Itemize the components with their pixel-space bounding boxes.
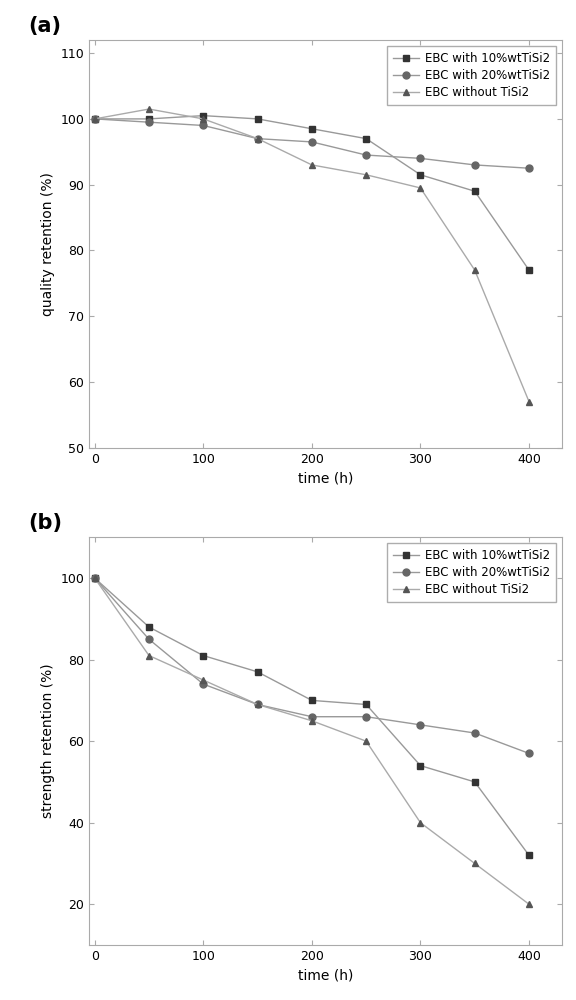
Line: EBC with 10%wtTiSi2: EBC with 10%wtTiSi2: [91, 575, 532, 859]
EBC with 20%wtTiSi2: [417, 719, 424, 731]
EBC without TiSi2: [525, 396, 532, 408]
EBC without TiSi2: [363, 169, 370, 181]
EBC with 10%wtTiSi2: [417, 760, 424, 772]
EBC without TiSi2: [146, 650, 153, 662]
X-axis label: time (h): time (h): [298, 968, 353, 982]
EBC with 10%wtTiSi2: [254, 113, 261, 125]
EBC with 10%wtTiSi2: [525, 849, 532, 861]
EBC with 10%wtTiSi2: [200, 110, 207, 122]
EBC with 20%wtTiSi2: [525, 747, 532, 759]
EBC with 20%wtTiSi2: [200, 678, 207, 690]
EBC without TiSi2: [308, 159, 315, 171]
Legend: EBC with 10%wtTiSi2, EBC with 20%wtTiSi2, EBC without TiSi2: EBC with 10%wtTiSi2, EBC with 20%wtTiSi2…: [387, 543, 556, 602]
EBC with 10%wtTiSi2: [146, 621, 153, 633]
EBC with 20%wtTiSi2: [471, 159, 478, 171]
EBC with 10%wtTiSi2: [363, 133, 370, 145]
Text: (a): (a): [28, 16, 61, 36]
EBC with 10%wtTiSi2: [363, 698, 370, 710]
EBC with 10%wtTiSi2: [91, 572, 98, 584]
EBC without TiSi2: [363, 735, 370, 747]
EBC with 10%wtTiSi2: [471, 185, 478, 197]
Line: EBC with 20%wtTiSi2: EBC with 20%wtTiSi2: [91, 575, 532, 757]
EBC with 10%wtTiSi2: [525, 264, 532, 276]
EBC with 20%wtTiSi2: [254, 133, 261, 145]
EBC with 20%wtTiSi2: [363, 149, 370, 161]
EBC with 20%wtTiSi2: [363, 711, 370, 723]
Y-axis label: strength retention (%): strength retention (%): [41, 664, 55, 818]
Line: EBC with 20%wtTiSi2: EBC with 20%wtTiSi2: [91, 115, 532, 172]
EBC with 20%wtTiSi2: [417, 152, 424, 164]
EBC without TiSi2: [471, 264, 478, 276]
X-axis label: time (h): time (h): [298, 471, 353, 485]
EBC with 20%wtTiSi2: [146, 116, 153, 128]
Y-axis label: quality retention (%): quality retention (%): [41, 172, 55, 316]
EBC with 10%wtTiSi2: [146, 113, 153, 125]
EBC with 20%wtTiSi2: [525, 162, 532, 174]
EBC with 10%wtTiSi2: [471, 776, 478, 788]
Legend: EBC with 10%wtTiSi2, EBC with 20%wtTiSi2, EBC without TiSi2: EBC with 10%wtTiSi2, EBC with 20%wtTiSi2…: [387, 46, 556, 105]
EBC with 20%wtTiSi2: [91, 113, 98, 125]
EBC with 20%wtTiSi2: [471, 727, 478, 739]
EBC without TiSi2: [146, 103, 153, 115]
EBC with 10%wtTiSi2: [200, 650, 207, 662]
EBC with 10%wtTiSi2: [308, 694, 315, 706]
Line: EBC without TiSi2: EBC without TiSi2: [91, 575, 532, 908]
EBC with 10%wtTiSi2: [308, 123, 315, 135]
EBC with 20%wtTiSi2: [254, 698, 261, 710]
EBC without TiSi2: [525, 898, 532, 910]
EBC with 10%wtTiSi2: [91, 113, 98, 125]
EBC with 20%wtTiSi2: [308, 136, 315, 148]
Line: EBC with 10%wtTiSi2: EBC with 10%wtTiSi2: [91, 112, 532, 274]
EBC with 10%wtTiSi2: [417, 169, 424, 181]
EBC with 20%wtTiSi2: [146, 633, 153, 645]
EBC without TiSi2: [91, 113, 98, 125]
EBC without TiSi2: [91, 572, 98, 584]
EBC without TiSi2: [417, 817, 424, 829]
EBC with 20%wtTiSi2: [91, 572, 98, 584]
EBC without TiSi2: [417, 182, 424, 194]
EBC without TiSi2: [471, 857, 478, 869]
EBC with 20%wtTiSi2: [200, 119, 207, 131]
EBC with 10%wtTiSi2: [254, 666, 261, 678]
Line: EBC without TiSi2: EBC without TiSi2: [91, 106, 532, 405]
EBC without TiSi2: [200, 113, 207, 125]
Text: (b): (b): [28, 513, 62, 533]
EBC with 20%wtTiSi2: [308, 711, 315, 723]
EBC without TiSi2: [254, 133, 261, 145]
EBC without TiSi2: [254, 698, 261, 710]
EBC without TiSi2: [200, 674, 207, 686]
EBC without TiSi2: [308, 715, 315, 727]
